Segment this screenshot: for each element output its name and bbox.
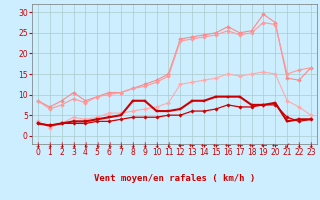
Text: ↓: ↓ (70, 141, 77, 150)
Text: ←: ← (189, 141, 196, 150)
Text: ←: ← (225, 141, 231, 150)
Text: ←: ← (260, 141, 267, 150)
Text: ←: ← (248, 141, 255, 150)
Text: ↓: ↓ (130, 141, 136, 150)
Text: ←: ← (177, 141, 184, 150)
Text: ↓: ↓ (296, 141, 302, 150)
Text: ↓: ↓ (106, 141, 112, 150)
Text: ↓: ↓ (82, 141, 89, 150)
Text: ←: ← (201, 141, 207, 150)
Text: ↙: ↙ (284, 141, 290, 150)
Text: ↓: ↓ (165, 141, 172, 150)
Text: ←: ← (272, 141, 278, 150)
Text: ↓: ↓ (47, 141, 53, 150)
X-axis label: Vent moyen/en rafales ( km/h ): Vent moyen/en rafales ( km/h ) (94, 174, 255, 183)
Text: ↓: ↓ (35, 141, 41, 150)
Text: ↓: ↓ (118, 141, 124, 150)
Text: ↓: ↓ (59, 141, 65, 150)
Text: ↓: ↓ (94, 141, 100, 150)
Text: ↓: ↓ (141, 141, 148, 150)
Text: ↓: ↓ (153, 141, 160, 150)
Text: ←: ← (213, 141, 219, 150)
Text: ←: ← (236, 141, 243, 150)
Text: ↓: ↓ (308, 141, 314, 150)
